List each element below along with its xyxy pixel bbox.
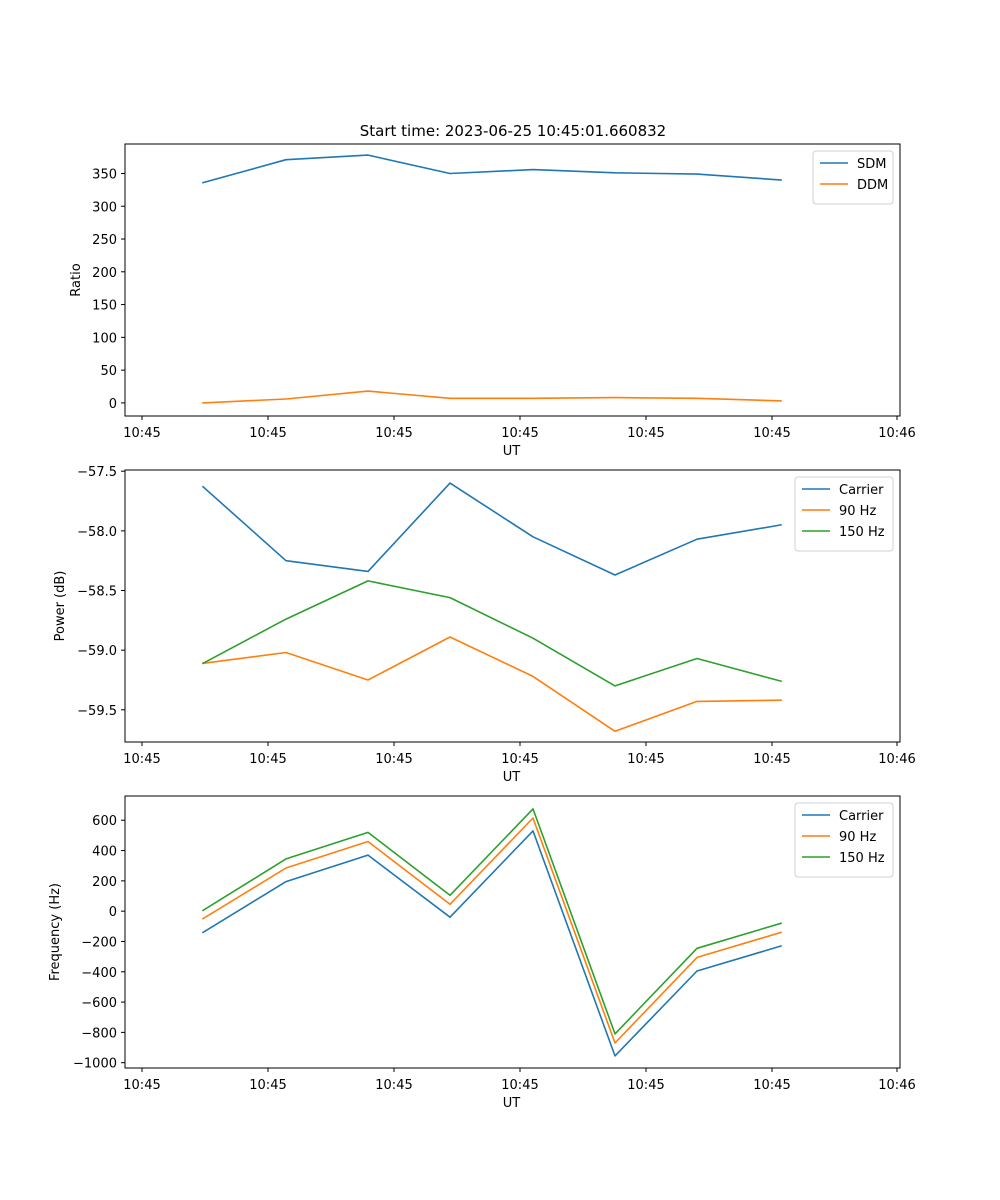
- series-line-ddm: [202, 390, 782, 404]
- series-line-150-hz: [201, 580, 782, 687]
- x-tick-label: 10:45: [123, 426, 160, 441]
- y-tick-label: 0: [109, 905, 117, 920]
- figure-title: Start time: 2023-06-25 10:45:01.660832: [360, 122, 666, 140]
- legend-label: 150 Hz: [839, 851, 885, 866]
- legend-label: 150 Hz: [839, 525, 885, 540]
- legend-label: Carrier: [839, 483, 884, 498]
- legend: Carrier 90 Hz 150 Hz: [794, 802, 894, 878]
- axes-frame: [124, 795, 901, 1069]
- y-tick-label: −59.5: [77, 704, 117, 719]
- x-axis-label: UT: [503, 444, 521, 459]
- x-tick-label: 10:45: [249, 426, 286, 441]
- y-tick-label: −1000: [73, 1057, 117, 1072]
- x-tick-label: 10:46: [878, 1078, 915, 1093]
- legend: Carrier 90 Hz 150 Hz: [794, 476, 894, 552]
- legend-frame: [794, 476, 894, 552]
- x-axis-label: UT: [503, 1096, 521, 1111]
- y-tick-label: −58.5: [77, 584, 117, 599]
- series-line-90-hz: [201, 817, 782, 1044]
- legend-label: 90 Hz: [839, 504, 876, 519]
- x-tick-label: 10:45: [123, 752, 160, 767]
- x-tick-label: 10:45: [753, 752, 790, 767]
- y-tick-label: −200: [81, 935, 117, 950]
- y-axis-label: Ratio: [69, 263, 84, 296]
- legend-label: SDM: [857, 157, 886, 172]
- x-tick-label: 10:45: [753, 426, 790, 441]
- y-tick-label: 250: [92, 233, 117, 248]
- y-axis-label: Power (dB): [53, 571, 68, 642]
- power-panel: 10:45 10:45 10:45 10:45 10:45 10:45 10:46 UT −57…: [53, 465, 916, 785]
- series-line-sdm: [202, 154, 782, 184]
- y-tick-label: 100: [92, 331, 117, 346]
- frequency-panel: 10:45 10:45 10:45 10:45 10:45 10:45 10:46 UT 600…: [48, 795, 916, 1111]
- y-tick-label: −600: [81, 996, 117, 1011]
- x-tick-label: 10:45: [375, 1078, 412, 1093]
- y-tick-label: 150: [92, 299, 117, 314]
- series-line-carrier: [201, 830, 782, 1057]
- x-tick-label: 10:45: [627, 1078, 664, 1093]
- x-tick-label: 10:45: [501, 426, 538, 441]
- y-tick-label: −57.5: [77, 465, 117, 480]
- x-tick-label: 10:45: [375, 426, 412, 441]
- x-tick-label: 10:45: [375, 752, 412, 767]
- x-tick-label: 10:45: [249, 1078, 286, 1093]
- x-tick-label: 10:45: [123, 1078, 160, 1093]
- legend-label: 90 Hz: [839, 830, 876, 845]
- y-tick-label: 600: [92, 814, 117, 829]
- x-axis-label: UT: [503, 770, 521, 785]
- legend-frame: [794, 802, 894, 878]
- y-tick-label: −800: [81, 1026, 117, 1041]
- x-tick-label: 10:45: [627, 426, 664, 441]
- y-axis-label: Frequency (Hz): [48, 883, 63, 981]
- axes-frame: [124, 143, 901, 417]
- y-tick-label: −59.0: [77, 644, 117, 659]
- series-line-90-hz: [202, 636, 782, 733]
- y-tick-label: 200: [92, 875, 117, 890]
- legend-label: Carrier: [839, 809, 884, 824]
- series-line-150-hz: [201, 808, 782, 1035]
- series-line-carrier: [201, 482, 782, 576]
- x-tick-label: 10:45: [501, 752, 538, 767]
- y-tick-label: 300: [92, 200, 117, 215]
- y-tick-label: −400: [81, 966, 117, 981]
- y-tick-label: 200: [92, 266, 117, 281]
- legend: SDM DDM: [812, 150, 894, 205]
- axes-frame: [124, 469, 901, 743]
- x-tick-label: 10:45: [501, 1078, 538, 1093]
- legend-label: DDM: [857, 178, 888, 193]
- x-tick-label: 10:46: [878, 426, 915, 441]
- y-tick-label: −58.0: [77, 525, 117, 540]
- x-tick-label: 10:45: [753, 1078, 790, 1093]
- y-tick-label: 350: [92, 167, 117, 182]
- ratio-panel: 10:45 10:45 10:45 10:45 10:45 10:45 10:46 UT 0 50…: [69, 143, 916, 459]
- legend-frame: [812, 150, 894, 205]
- x-tick-label: 10:45: [627, 752, 664, 767]
- y-tick-label: 0: [109, 397, 117, 412]
- y-tick-label: 400: [92, 845, 117, 860]
- x-tick-label: 10:45: [249, 752, 286, 767]
- y-tick-label: 50: [100, 364, 117, 379]
- x-tick-label: 10:46: [878, 752, 915, 767]
